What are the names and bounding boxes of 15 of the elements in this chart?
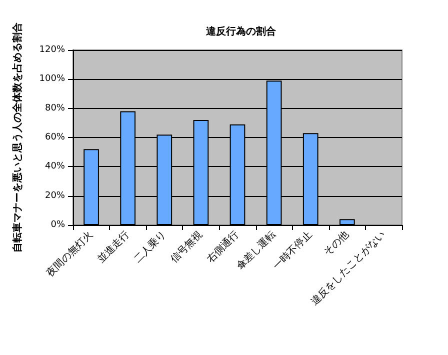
y-tick-label: 0% <box>50 220 66 230</box>
y-tick-label: 40% <box>44 162 66 172</box>
x-tick-label: 信号無視 <box>168 228 205 266</box>
x-tick-label: 並進走行 <box>94 228 132 266</box>
chart-title: 違反行為の割合 <box>205 26 277 38</box>
y-tick-label: 80% <box>44 103 66 114</box>
x-tick-label: その他 <box>321 228 352 258</box>
y-tick-label: 20% <box>44 190 66 201</box>
y-tick-label: 120% <box>39 45 66 55</box>
y-tick-label: 100% <box>39 74 66 84</box>
bar <box>339 219 355 225</box>
x-tick-label: 二人乗り <box>132 228 168 266</box>
y-axis-title: 自転車マナーを悪いと思う人の全体数を占める割合 <box>12 22 24 252</box>
x-tick-label: 夜間の無灯火 <box>44 228 96 280</box>
y-tick-label: 60% <box>44 132 66 142</box>
